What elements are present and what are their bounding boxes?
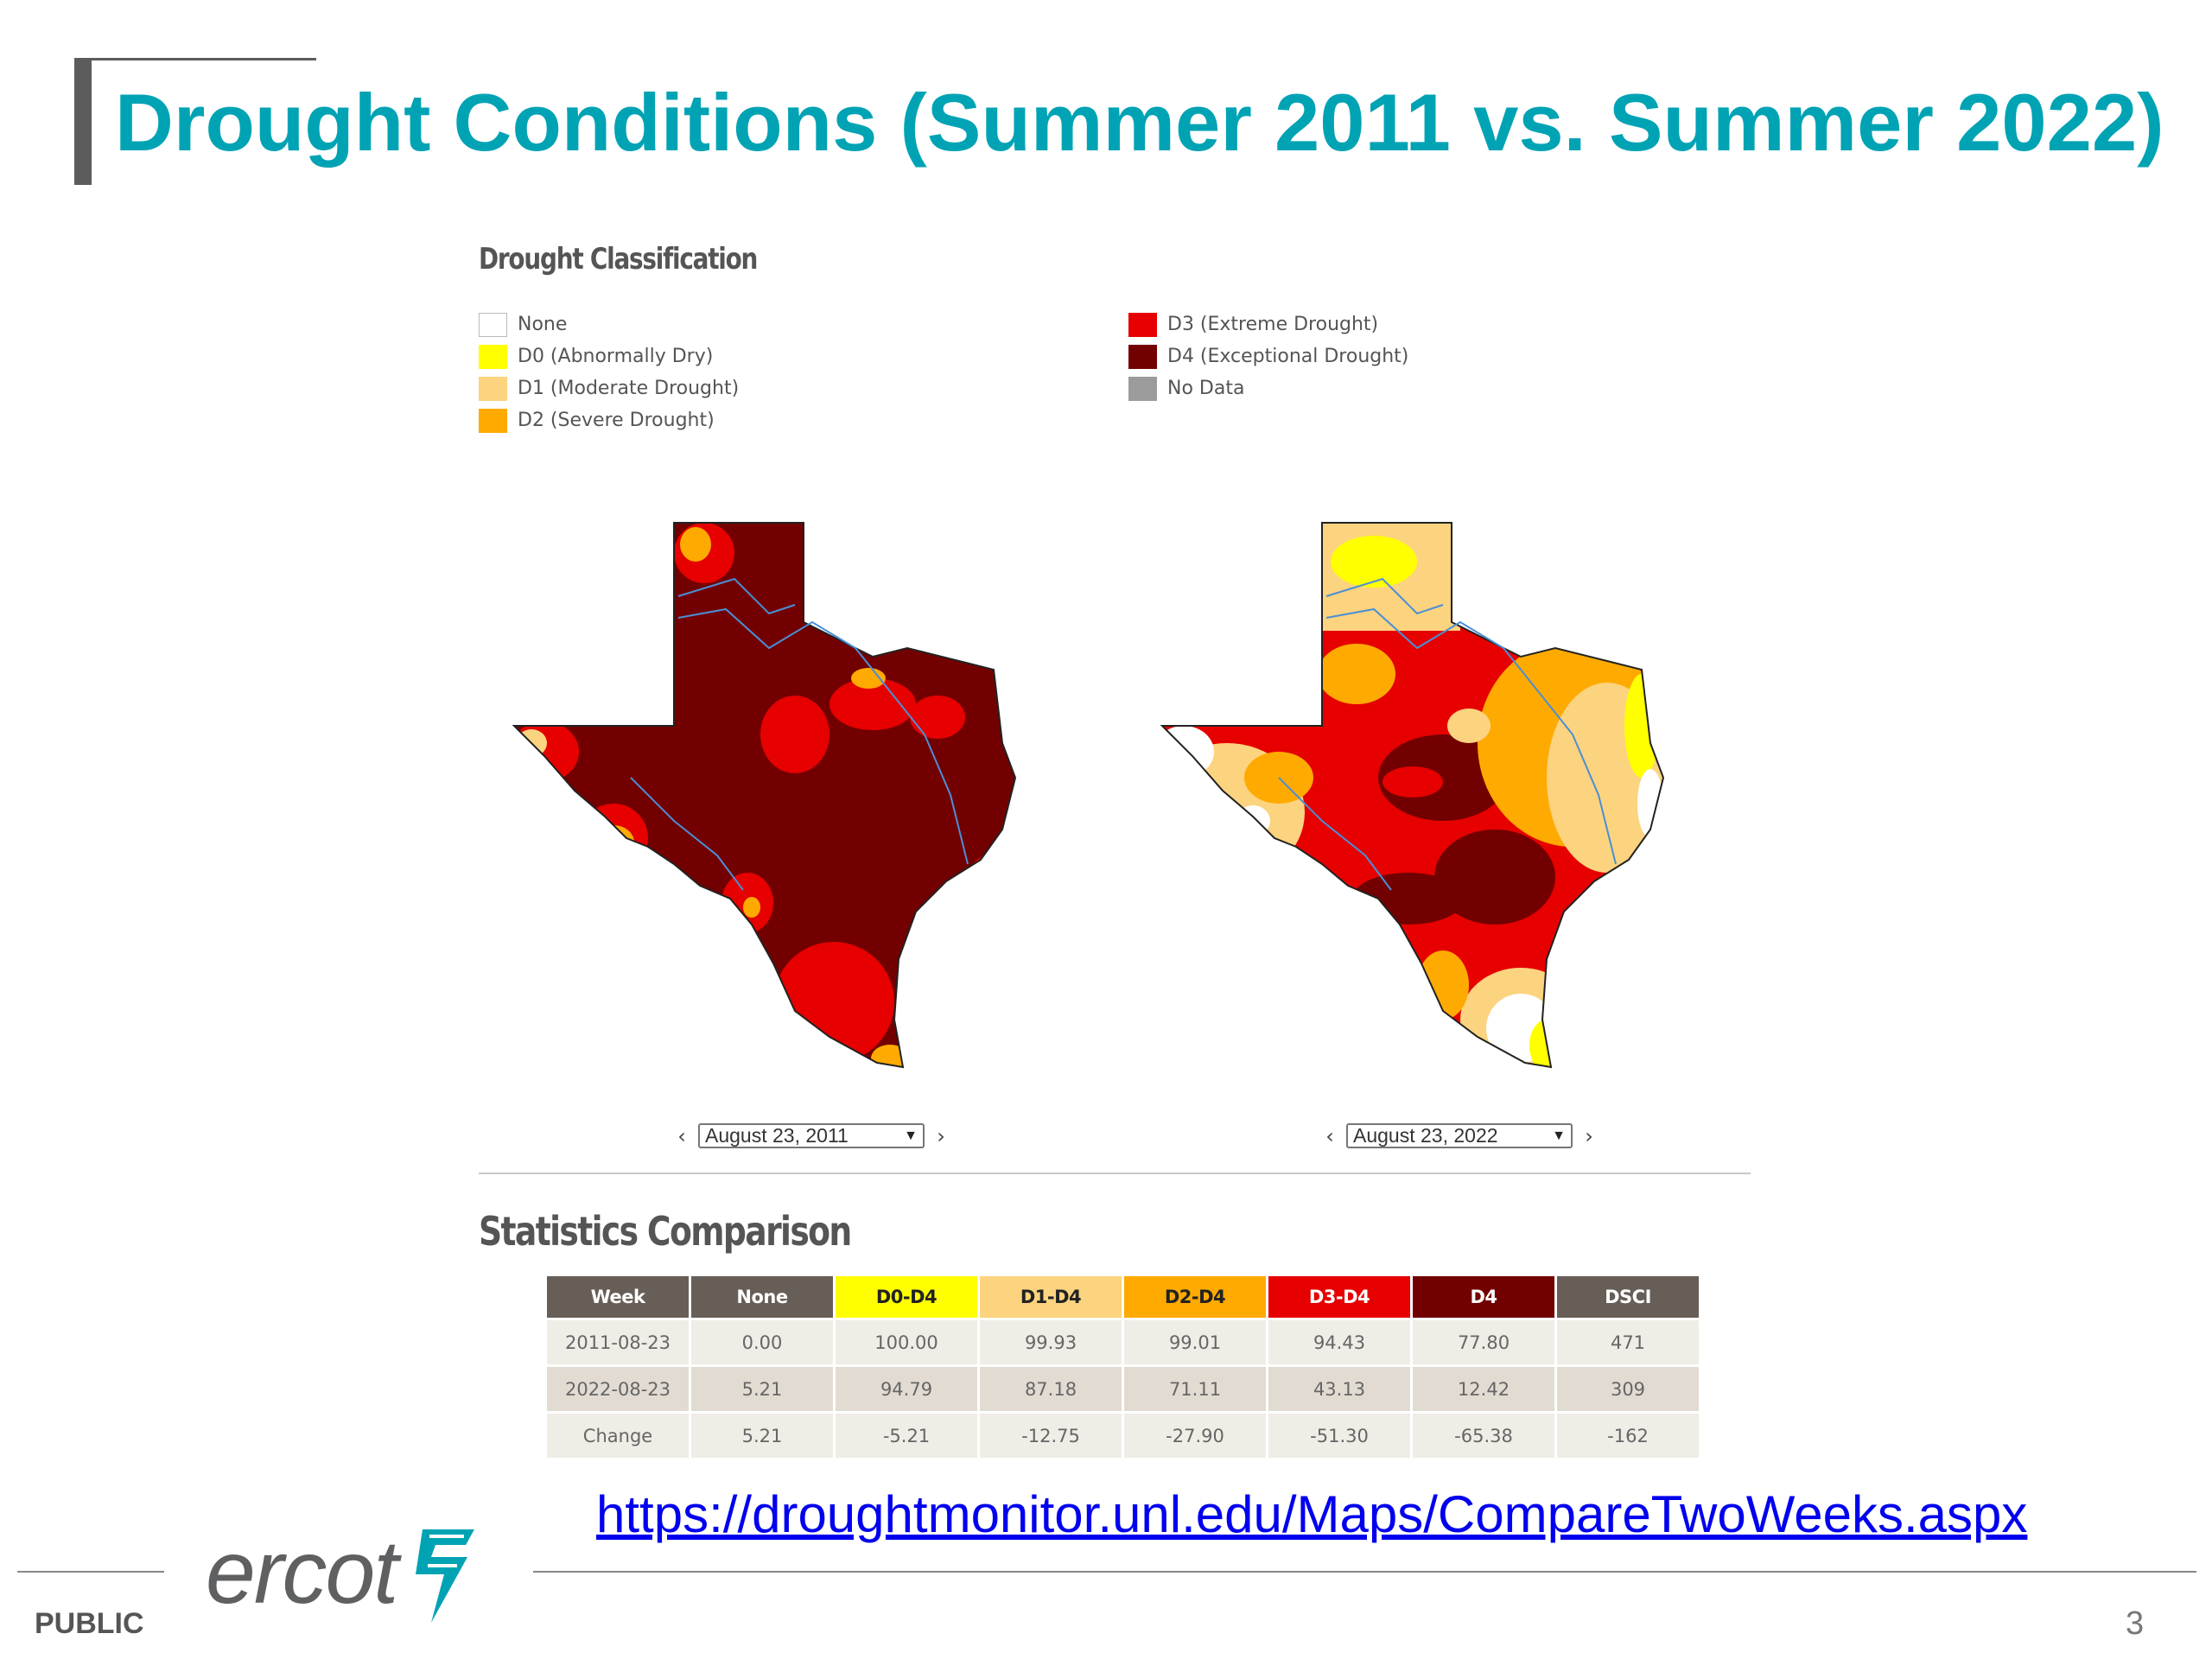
legend-swatch-d0 [479, 344, 507, 369]
section-divider [479, 1173, 1751, 1174]
legend-label-no-data: No Data [1167, 378, 1245, 399]
footer-rule-left [17, 1571, 164, 1573]
stats-table: Week None D0-D4 D1-D4 D2-D4 D3-D4 D4 DSC… [544, 1274, 1701, 1460]
next-week-icon[interactable]: › [937, 1123, 945, 1148]
date-picker-2022: ‹ August 23, 2022 ▼ › [1320, 1123, 1599, 1148]
footer-classification: PUBLIC [35, 1607, 144, 1640]
legend-item-d3: D3 (Extreme Drought) [1128, 308, 1408, 340]
legend-label-d3: D3 (Extreme Drought) [1167, 314, 1379, 335]
title-accent-bar [74, 58, 316, 60]
texas-drought-map-2011 [510, 518, 1115, 1071]
table-cell: 99.01 [1124, 1320, 1266, 1364]
table-cell: 71.11 [1124, 1367, 1266, 1411]
lightning-bolt-icon [416, 1529, 475, 1623]
legend-item-d0: D0 (Abnormally Dry) [479, 340, 739, 372]
table-cell: -27.90 [1124, 1414, 1266, 1458]
next-week-icon[interactable]: › [1585, 1123, 1593, 1148]
legend-swatch-d3 [1128, 312, 1157, 337]
page-number: 3 [2126, 1605, 2145, 1642]
date-select-2011-value: August 23, 2011 [705, 1124, 849, 1147]
title-accent-bracket [74, 58, 92, 185]
table-cell: 471 [1557, 1320, 1699, 1364]
chevron-down-icon: ▼ [904, 1128, 918, 1143]
table-cell: 2011-08-23 [547, 1320, 689, 1364]
legend-swatch-none [479, 312, 507, 337]
legend-swatch-d1 [479, 376, 507, 401]
table-cell: 43.13 [1268, 1367, 1410, 1411]
legend-label-d0: D0 (Abnormally Dry) [518, 346, 714, 367]
texas-map-2022-icon [1160, 522, 1665, 1069]
legend-item-d1: D1 (Moderate Drought) [479, 372, 739, 404]
legend-swatch-d4 [1128, 344, 1157, 369]
stats-header-week: Week [547, 1276, 689, 1318]
table-cell: 12.42 [1413, 1367, 1554, 1411]
stats-title: Statistics Comparison [479, 1208, 852, 1255]
stats-header-d2-d4: D2-D4 [1124, 1276, 1266, 1318]
table-row: 2011-08-23 0.00 100.00 99.93 99.01 94.43… [547, 1320, 1699, 1364]
legend-title: Drought Classification [479, 242, 758, 276]
texas-drought-map-2022 [1158, 518, 1763, 1071]
table-cell: 94.79 [836, 1367, 977, 1411]
footer-rule-right [533, 1571, 2196, 1573]
previous-week-icon[interactable]: ‹ [1325, 1123, 1334, 1148]
table-cell: 0.00 [691, 1320, 833, 1364]
stats-header-d1-d4: D1-D4 [980, 1276, 1122, 1318]
table-row: 2022-08-23 5.21 94.79 87.18 71.11 43.13 … [547, 1367, 1699, 1411]
legend-swatch-d2 [479, 408, 507, 433]
chevron-down-icon: ▼ [1552, 1128, 1566, 1143]
date-picker-2011: ‹ August 23, 2011 ▼ › [672, 1123, 950, 1148]
legend-item-d4: D4 (Exceptional Drought) [1128, 340, 1408, 372]
table-cell: 77.80 [1413, 1320, 1554, 1364]
table-cell: 100.00 [836, 1320, 977, 1364]
legend-column-right: D3 (Extreme Drought) D4 (Exceptional Dro… [1128, 308, 1408, 404]
stats-header-row: Week None D0-D4 D1-D4 D2-D4 D3-D4 D4 DSC… [547, 1276, 1699, 1318]
table-cell: -5.21 [836, 1414, 977, 1458]
table-cell: -12.75 [980, 1414, 1122, 1458]
table-cell: 94.43 [1268, 1320, 1410, 1364]
ercot-logo: ercot [206, 1521, 483, 1624]
date-select-2022-value: August 23, 2022 [1353, 1124, 1498, 1147]
stats-header-d0-d4: D0-D4 [836, 1276, 977, 1318]
texas-map-2011-icon [512, 522, 1017, 1069]
date-select-2022[interactable]: August 23, 2022 ▼ [1346, 1123, 1573, 1148]
stats-header-d4: D4 [1413, 1276, 1554, 1318]
table-cell: 2022-08-23 [547, 1367, 689, 1411]
table-cell: 99.93 [980, 1320, 1122, 1364]
table-cell: 309 [1557, 1367, 1699, 1411]
stats-header-none: None [691, 1276, 833, 1318]
table-cell: 5.21 [691, 1414, 833, 1458]
legend-label-d1: D1 (Moderate Drought) [518, 378, 740, 399]
stats-header-dsci: DSCI [1557, 1276, 1699, 1318]
table-cell: 87.18 [980, 1367, 1122, 1411]
legend-swatch-no-data [1128, 376, 1157, 401]
legend-label-d4: D4 (Exceptional Drought) [1167, 346, 1409, 367]
slide-title: Drought Conditions (Summer 2011 vs. Summ… [115, 77, 2164, 168]
table-row: Change 5.21 -5.21 -12.75 -27.90 -51.30 -… [547, 1414, 1699, 1458]
source-link[interactable]: https://droughtmonitor.unl.edu/Maps/Comp… [596, 1485, 2028, 1543]
stats-header-d3-d4: D3-D4 [1268, 1276, 1410, 1318]
logo-wordmark: ercot [206, 1522, 398, 1623]
legend-item-none: None [479, 308, 739, 340]
previous-week-icon[interactable]: ‹ [677, 1123, 686, 1148]
table-cell: -162 [1557, 1414, 1699, 1458]
table-cell: Change [547, 1414, 689, 1458]
table-cell: -65.38 [1413, 1414, 1554, 1458]
legend-item-d2: D2 (Severe Drought) [479, 404, 739, 436]
table-cell: -51.30 [1268, 1414, 1410, 1458]
legend-label-none: None [518, 314, 568, 335]
legend-column-left: None D0 (Abnormally Dry) D1 (Moderate Dr… [479, 308, 739, 436]
legend-label-d2: D2 (Severe Drought) [518, 410, 715, 431]
legend-item-no-data: No Data [1128, 372, 1408, 404]
date-select-2011[interactable]: August 23, 2011 ▼ [698, 1123, 925, 1148]
table-cell: 5.21 [691, 1367, 833, 1411]
